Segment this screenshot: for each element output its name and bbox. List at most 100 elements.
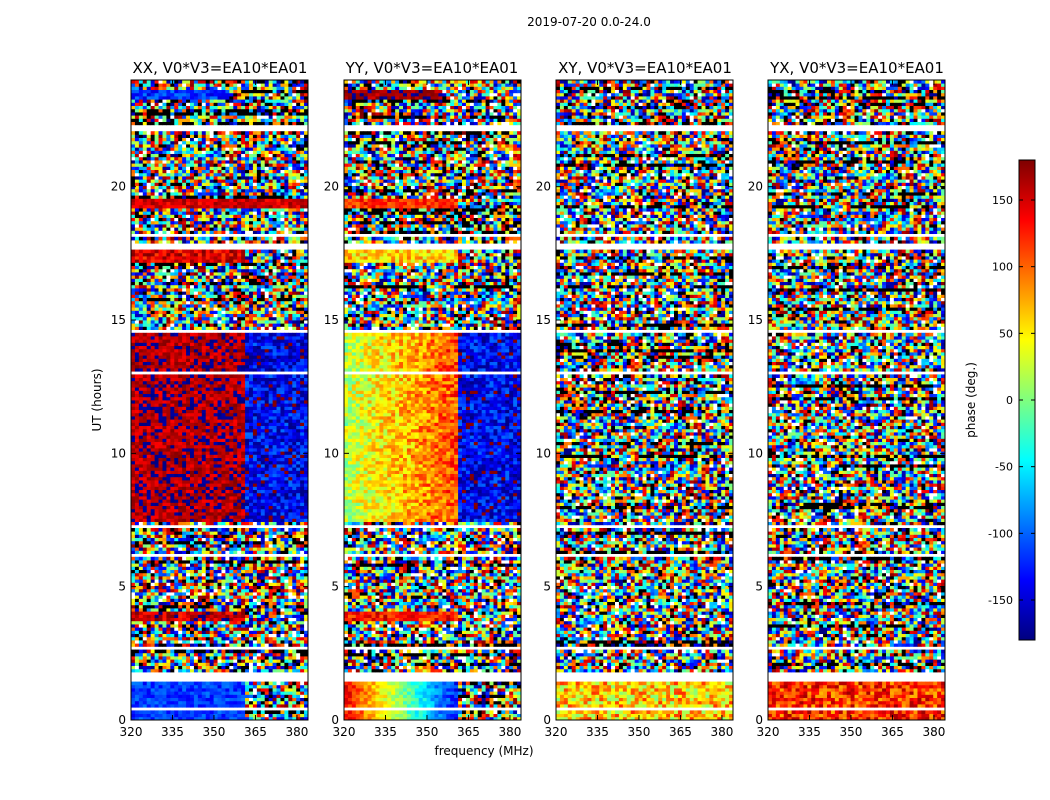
heatmap-cell bbox=[273, 637, 277, 641]
heatmap-cell bbox=[166, 589, 170, 593]
heatmap-cell bbox=[214, 621, 218, 625]
heatmap-cell bbox=[190, 701, 194, 705]
heatmap-cell bbox=[237, 634, 241, 638]
heatmap-cell bbox=[210, 573, 214, 577]
heatmap-cell bbox=[257, 691, 261, 695]
heatmap-cell bbox=[296, 669, 300, 673]
heatmap-cell bbox=[292, 704, 296, 708]
heatmap-cell bbox=[166, 582, 170, 586]
heatmap-cell bbox=[190, 602, 194, 606]
heatmap-cell bbox=[159, 608, 163, 612]
heatmap-cell bbox=[273, 714, 277, 718]
heatmap-cell bbox=[143, 688, 147, 692]
heatmap-cell bbox=[135, 630, 139, 634]
heatmap-cell bbox=[284, 656, 288, 660]
heatmap-cell bbox=[159, 595, 163, 599]
heatmap-cell bbox=[155, 592, 159, 596]
heatmap-cell bbox=[147, 566, 151, 570]
heatmap-cell bbox=[159, 666, 163, 670]
heatmap-cell bbox=[174, 691, 178, 695]
heatmap-cell bbox=[292, 685, 296, 689]
heatmap-cell bbox=[198, 653, 202, 657]
heatmap-cell bbox=[135, 637, 139, 641]
heatmap-cell bbox=[288, 691, 292, 695]
heatmap-cell bbox=[186, 582, 190, 586]
heatmap-cell bbox=[300, 650, 304, 654]
heatmap-cell bbox=[237, 643, 241, 647]
heatmap-cell bbox=[147, 650, 151, 654]
heatmap-cell bbox=[218, 566, 222, 570]
heatmap-cell bbox=[261, 627, 265, 631]
heatmap-cell bbox=[182, 701, 186, 705]
heatmap-cell bbox=[237, 710, 241, 714]
heatmap-cell bbox=[147, 592, 151, 596]
heatmap-cell bbox=[139, 659, 143, 663]
heatmap-cell bbox=[233, 640, 237, 644]
heatmap-cell bbox=[159, 659, 163, 663]
heatmap-cell bbox=[292, 570, 296, 574]
heatmap-cell bbox=[225, 637, 229, 641]
heatmap-cell bbox=[151, 595, 155, 599]
heatmap-cell bbox=[280, 704, 284, 708]
heatmap-cell bbox=[229, 704, 233, 708]
heatmap-cell bbox=[214, 586, 218, 590]
heatmap-cell bbox=[253, 643, 257, 647]
heatmap-cell bbox=[225, 704, 229, 708]
heatmap-cell bbox=[214, 605, 218, 609]
heatmap-cell bbox=[214, 608, 218, 612]
heatmap-cell bbox=[178, 602, 182, 606]
heatmap-cell bbox=[221, 688, 225, 692]
heatmap-cell bbox=[269, 627, 273, 631]
heatmap-cell bbox=[221, 608, 225, 612]
heatmap-cell bbox=[174, 576, 178, 580]
heatmap-cell bbox=[280, 605, 284, 609]
heatmap-cell bbox=[296, 637, 300, 641]
heatmap-cell bbox=[257, 570, 261, 574]
heatmap-cell bbox=[194, 592, 198, 596]
heatmap-cell bbox=[170, 640, 174, 644]
heatmap-cell bbox=[170, 608, 174, 612]
heatmap-cell bbox=[166, 643, 170, 647]
heatmap-cell bbox=[261, 656, 265, 660]
heatmap-cell bbox=[284, 630, 288, 634]
heatmap-cell bbox=[139, 573, 143, 577]
heatmap-cell bbox=[170, 618, 174, 622]
heatmap-cell bbox=[174, 637, 178, 641]
heatmap-cell bbox=[241, 691, 245, 695]
heatmap-cell bbox=[143, 653, 147, 657]
heatmap-cell bbox=[135, 669, 139, 673]
heatmap-cell bbox=[155, 576, 159, 580]
heatmap-cell bbox=[253, 595, 257, 599]
heatmap-cell bbox=[221, 701, 225, 705]
heatmap-cell bbox=[186, 694, 190, 698]
heatmap-cell bbox=[241, 659, 245, 663]
heatmap-cell bbox=[178, 666, 182, 670]
heatmap-cell bbox=[269, 576, 273, 580]
heatmap-cell bbox=[261, 602, 265, 606]
heatmap-cell bbox=[245, 618, 249, 622]
heatmap-cell bbox=[277, 637, 281, 641]
heatmap-cell bbox=[261, 662, 265, 666]
heatmap-cell bbox=[233, 579, 237, 583]
heatmap-cell bbox=[182, 598, 186, 602]
heatmap-cell bbox=[296, 682, 300, 686]
heatmap-cell bbox=[186, 682, 190, 686]
heatmap-cell bbox=[277, 624, 281, 628]
heatmap-cell bbox=[178, 662, 182, 666]
heatmap-cell bbox=[151, 710, 155, 714]
heatmap-cell bbox=[261, 608, 265, 612]
heatmap-cell bbox=[162, 698, 166, 702]
heatmap-cell bbox=[198, 656, 202, 660]
heatmap-cell bbox=[147, 691, 151, 695]
heatmap-cell bbox=[229, 694, 233, 698]
heatmap-cell bbox=[155, 614, 159, 618]
heatmap-cell bbox=[151, 637, 155, 641]
heatmap-cell bbox=[288, 688, 292, 692]
heatmap-cell bbox=[233, 691, 237, 695]
heatmap-cell bbox=[296, 659, 300, 663]
heatmap-cell bbox=[292, 659, 296, 663]
heatmap-cell bbox=[162, 694, 166, 698]
heatmap-cell bbox=[166, 627, 170, 631]
heatmap-cell bbox=[277, 688, 281, 692]
heatmap-cell bbox=[229, 602, 233, 606]
